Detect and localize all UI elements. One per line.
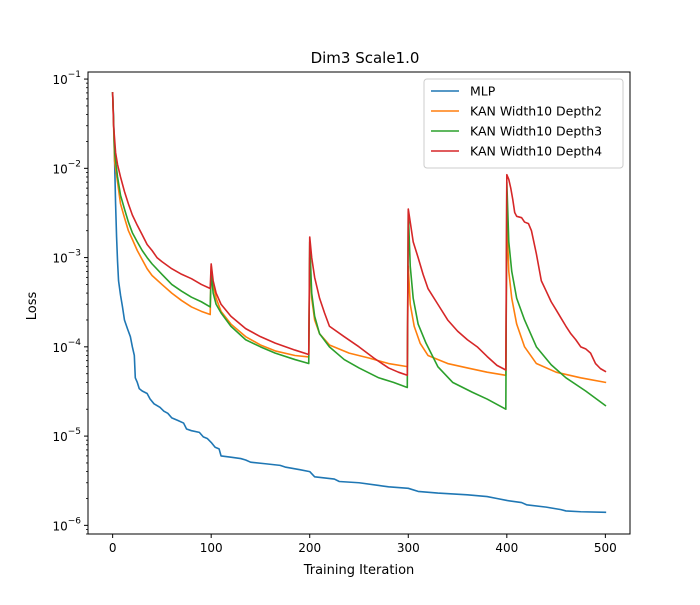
- series-line-0: [111, 92, 607, 514]
- y-axis-label: Loss: [25, 292, 40, 321]
- y-tick-base: 10: [52, 162, 67, 176]
- y-tick-label: 10−1: [52, 70, 81, 87]
- x-tick-label: 400: [495, 541, 518, 555]
- y-tick-base: 10: [52, 519, 67, 533]
- x-tick-label: 300: [397, 541, 420, 555]
- x-tick-label: 200: [298, 541, 321, 555]
- y-tick-exponent: −5: [68, 427, 81, 437]
- y-tick-exponent: −1: [68, 70, 81, 80]
- y-tick-label: 10−5: [52, 427, 81, 444]
- legend-box: [423, 78, 624, 169]
- y-tick-label: 10−2: [52, 159, 81, 176]
- y-tick-label: 10−6: [52, 516, 81, 533]
- y-tick-exponent: −2: [68, 159, 81, 169]
- x-tick-label: 500: [594, 541, 617, 555]
- x-tick-label: 0: [109, 541, 117, 555]
- y-tick-exponent: −4: [68, 338, 82, 348]
- legend: MLP KAN Width10 Depth2 KAN Width10 Depth3 K…: [423, 78, 624, 169]
- series-layer: [111, 92, 607, 514]
- y-tick-base: 10: [52, 252, 67, 266]
- y-tick-base: 10: [52, 341, 67, 355]
- legend-label-2: KAN Width10 Depth3: [470, 124, 602, 139]
- legend-label-1: KAN Width10 Depth2: [470, 104, 602, 119]
- chart-title: Dim3 Scale1.0: [311, 49, 420, 67]
- legend-label-0: MLP: [470, 84, 496, 99]
- plot-frame: [87, 71, 631, 535]
- x-tick-label: 100: [200, 541, 223, 555]
- y-tick-label: 10−3: [52, 249, 81, 266]
- y-tick-exponent: −6: [68, 516, 82, 526]
- legend-label-3: KAN Width10 Depth4: [470, 144, 602, 159]
- y-tick-base: 10: [52, 430, 67, 444]
- y-tick-label: 10−4: [52, 338, 81, 355]
- y-tick-exponent: −3: [68, 249, 81, 259]
- x-axis-label: Training Iteration: [303, 563, 415, 578]
- series-line-3: [111, 92, 607, 377]
- y-tick-base: 10: [52, 73, 67, 87]
